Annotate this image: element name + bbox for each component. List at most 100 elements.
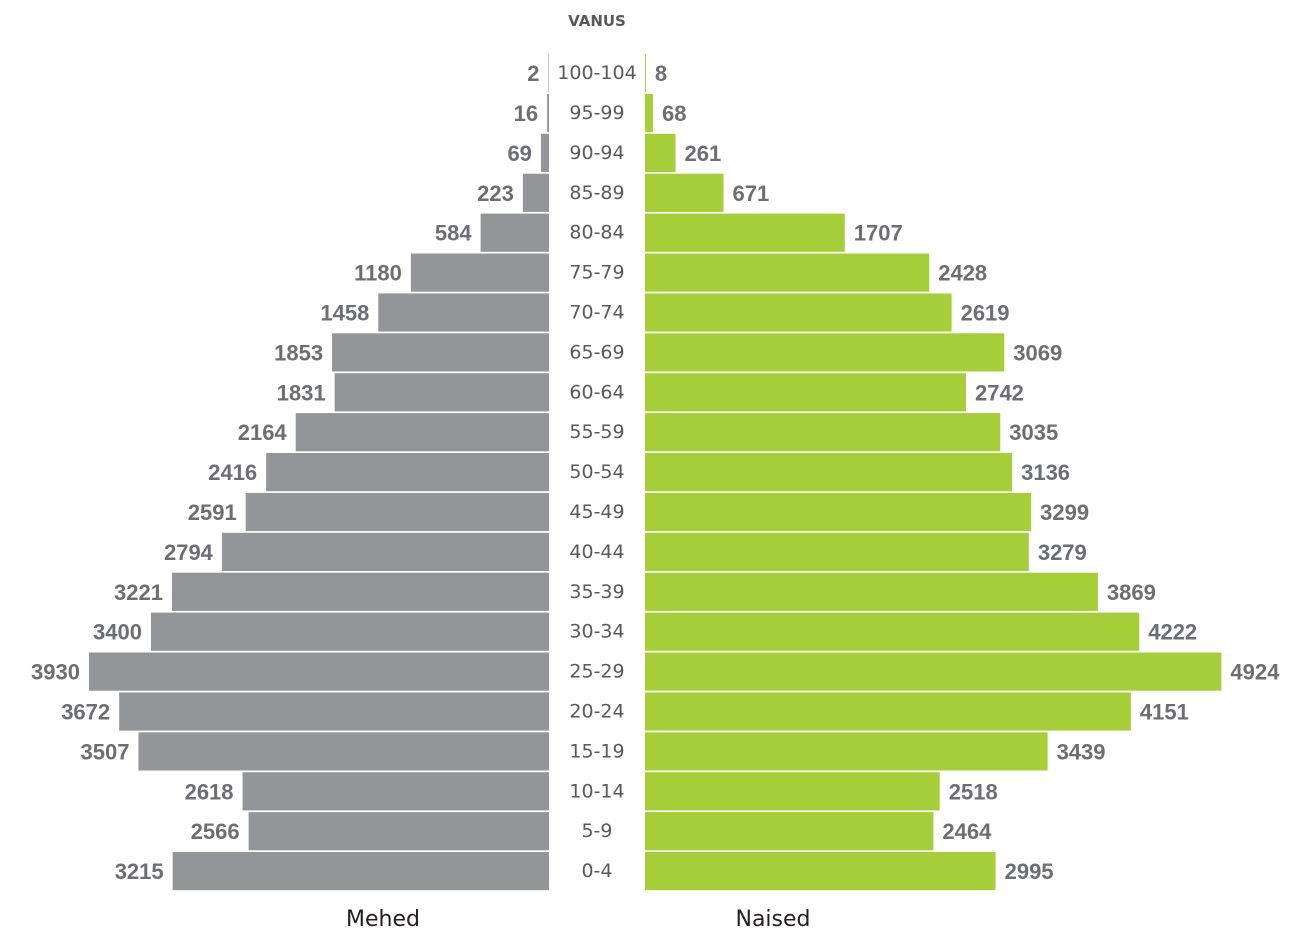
age-label-5-9: 5-9 (581, 820, 612, 842)
value-label-female-60-64: 2742 (975, 380, 1024, 405)
value-label-female-20-24: 4151 (1140, 700, 1189, 725)
age-label-20-24: 20-24 (569, 701, 624, 723)
bar-female-90-94 (645, 133, 676, 172)
age-label-70-74: 70-74 (569, 302, 624, 324)
value-label-female-80-84: 1707 (854, 221, 903, 246)
value-label-male-55-59: 2164 (238, 420, 288, 445)
bar-female-10-14 (645, 772, 940, 811)
age-label-95-99: 95-99 (569, 102, 624, 124)
value-label-male-15-19: 3507 (81, 739, 130, 764)
age-label-60-64: 60-64 (569, 381, 624, 403)
value-label-female-40-44: 3279 (1038, 540, 1087, 565)
bar-female-15-19 (645, 732, 1048, 771)
bar-male-55-59 (295, 413, 549, 452)
bar-female-50-54 (645, 453, 1013, 492)
value-label-male-85-89: 223 (477, 181, 514, 206)
age-label-25-29: 25-29 (569, 661, 624, 683)
value-label-male-30-34: 3400 (93, 620, 142, 645)
value-label-male-35-39: 3221 (114, 580, 163, 605)
age-label-50-54: 50-54 (569, 461, 624, 483)
bar-male-90-94 (540, 133, 549, 172)
value-label-female-15-19: 3439 (1057, 739, 1106, 764)
age-label-55-59: 55-59 (569, 421, 624, 443)
bar-male-65-69 (332, 333, 549, 372)
value-label-male-50-54: 2416 (208, 460, 257, 485)
bar-female-70-74 (645, 293, 952, 332)
value-label-female-55-59: 3035 (1009, 420, 1058, 445)
age-label-65-69: 65-69 (569, 341, 624, 363)
age-label-100-104: 100-104 (557, 62, 636, 84)
age-label-35-39: 35-39 (569, 581, 624, 603)
value-label-male-20-24: 3672 (61, 700, 110, 725)
bar-female-0-4 (645, 852, 996, 891)
bar-female-20-24 (645, 692, 1131, 731)
bar-female-100-104 (645, 54, 646, 93)
value-label-female-95-99: 68 (662, 101, 686, 126)
value-label-female-50-54: 3136 (1021, 460, 1070, 485)
value-label-female-30-34: 4222 (1148, 620, 1197, 645)
value-label-male-40-44: 2794 (164, 540, 214, 565)
value-label-male-5-9: 2566 (191, 819, 240, 844)
bar-female-65-69 (645, 333, 1005, 372)
age-label-90-94: 90-94 (569, 142, 624, 164)
bar-female-5-9 (645, 812, 934, 851)
value-label-female-0-4: 2995 (1005, 859, 1054, 884)
age-group-labels: 100-104 95-99 90-94 85-89 80-84 75-79 70-74 65-… (557, 62, 636, 882)
bar-male-100-104 (548, 54, 549, 93)
bar-male-5-9 (248, 812, 550, 851)
value-label-male-95-99: 16 (514, 101, 538, 126)
value-label-male-45-49: 2591 (188, 500, 237, 525)
age-label-10-14: 10-14 (569, 780, 624, 802)
value-label-female-75-79: 2428 (938, 261, 987, 286)
value-label-female-70-74: 2619 (961, 301, 1010, 326)
bar-female-60-64 (645, 373, 966, 412)
bar-female-35-39 (645, 572, 1098, 611)
value-label-male-0-4: 3215 (115, 859, 164, 884)
value-label-female-45-49: 3299 (1040, 500, 1089, 525)
value-label-male-100-104: 2 (527, 61, 539, 86)
age-label-30-34: 30-34 (569, 621, 624, 643)
bar-female-25-29 (645, 652, 1222, 691)
value-label-female-85-89: 671 (733, 181, 770, 206)
age-axis-header: VANUS (568, 12, 626, 30)
bar-female-55-59 (645, 413, 1001, 452)
bar-male-0-4 (172, 852, 549, 891)
value-label-female-35-39: 3869 (1107, 580, 1156, 605)
value-label-female-65-69: 3069 (1013, 340, 1062, 365)
value-label-female-25-29: 4924 (1230, 660, 1280, 685)
bar-male-40-44 (221, 532, 549, 571)
value-label-male-60-64: 1831 (277, 380, 326, 405)
age-label-0-4: 0-4 (581, 860, 612, 882)
bar-female-40-44 (645, 532, 1029, 571)
value-label-male-65-69: 1853 (274, 340, 323, 365)
value-label-male-90-94: 69 (507, 141, 531, 166)
value-label-male-75-79: 1180 (354, 261, 402, 286)
bar-male-80-84 (480, 213, 549, 252)
bar-female-45-49 (645, 492, 1032, 532)
value-label-male-70-74: 1458 (320, 301, 369, 326)
value-label-male-25-29: 3930 (31, 660, 80, 685)
bar-male-45-49 (245, 492, 549, 532)
age-label-15-19: 15-19 (569, 740, 624, 762)
value-label-male-10-14: 2618 (185, 779, 234, 804)
bar-male-25-29 (88, 652, 550, 691)
age-label-40-44: 40-44 (569, 541, 624, 563)
value-label-female-90-94: 261 (685, 141, 722, 166)
bar-male-85-89 (522, 173, 549, 212)
value-label-female-100-104: 8 (655, 61, 667, 86)
bar-female-85-89 (645, 173, 724, 212)
bar-male-50-54 (266, 453, 549, 492)
bar-male-30-34 (150, 612, 549, 651)
value-label-female-5-9: 2464 (942, 819, 992, 844)
bar-male-15-19 (138, 732, 549, 771)
age-label-80-84: 80-84 (569, 222, 624, 244)
legend-female: Naised (735, 907, 810, 932)
age-label-75-79: 75-79 (569, 262, 624, 284)
bar-male-35-39 (171, 572, 549, 611)
bar-male-20-24 (119, 692, 550, 731)
bar-female-30-34 (645, 612, 1140, 651)
bar-male-60-64 (334, 373, 549, 412)
bar-female-75-79 (645, 253, 930, 292)
